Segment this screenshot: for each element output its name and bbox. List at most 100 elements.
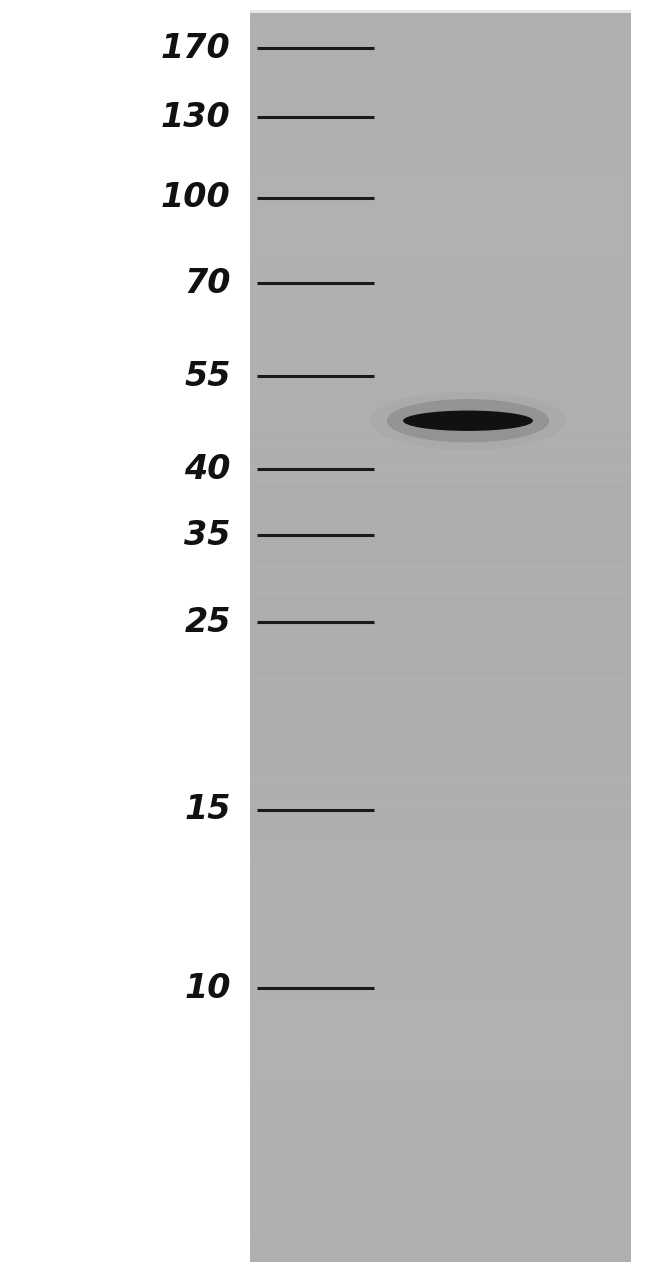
Bar [250, 110, 630, 125]
Bar [250, 510, 630, 525]
Bar [250, 773, 630, 788]
Bar [250, 273, 630, 288]
Bar [250, 1047, 630, 1062]
Bar [250, 760, 630, 775]
Text: 10: 10 [184, 972, 231, 1005]
Bar [250, 723, 630, 737]
Bar [250, 435, 630, 450]
Text: 100: 100 [161, 181, 231, 214]
Bar [250, 210, 630, 226]
Ellipse shape [403, 411, 533, 431]
Bar [250, 497, 630, 513]
Bar [250, 585, 630, 601]
Bar [250, 848, 630, 862]
Bar [250, 484, 630, 500]
Bar [250, 734, 630, 750]
Bar [250, 910, 630, 924]
Ellipse shape [370, 391, 566, 450]
Bar [250, 935, 630, 950]
Bar [250, 1172, 630, 1187]
Bar [250, 947, 630, 963]
Bar [250, 122, 630, 138]
Ellipse shape [387, 399, 549, 442]
Bar [250, 997, 630, 1012]
Bar [250, 822, 630, 838]
Text: 40: 40 [184, 453, 231, 486]
Bar [250, 1122, 630, 1137]
Bar [250, 286, 630, 300]
Bar [250, 572, 630, 588]
Bar [250, 1247, 630, 1262]
Bar [250, 335, 630, 351]
Bar [250, 360, 630, 375]
Bar [250, 1148, 630, 1163]
Bar [250, 1234, 630, 1250]
Bar [250, 598, 630, 612]
Bar [250, 1023, 630, 1038]
Bar [250, 835, 630, 850]
Bar [250, 148, 630, 163]
Bar [250, 135, 630, 150]
Text: 70: 70 [184, 266, 231, 300]
Bar [250, 922, 630, 937]
Bar [250, 547, 630, 562]
Bar [250, 198, 630, 213]
Bar [250, 1135, 630, 1150]
Bar [250, 885, 630, 900]
Text: 130: 130 [161, 101, 231, 134]
Bar [250, 1060, 630, 1075]
Bar [250, 348, 630, 362]
Bar [250, 1197, 630, 1213]
Bar [250, 411, 630, 425]
Bar [250, 323, 630, 338]
Bar [250, 697, 630, 713]
Bar [250, 523, 630, 538]
Bar [250, 60, 630, 75]
Bar [250, 460, 630, 476]
Bar [250, 648, 630, 663]
Bar [250, 1035, 630, 1049]
Bar [250, 710, 630, 725]
Bar [250, 560, 630, 575]
Bar [250, 1010, 630, 1025]
Bar [250, 797, 630, 812]
Bar [250, 635, 630, 650]
Text: 15: 15 [184, 793, 231, 826]
Bar [250, 984, 630, 1000]
Bar [250, 185, 630, 200]
Bar [250, 23, 630, 38]
Bar [250, 47, 630, 62]
Bar [250, 235, 630, 250]
Bar [250, 1109, 630, 1125]
Bar [250, 172, 630, 187]
Bar [250, 672, 630, 687]
Bar [250, 785, 630, 799]
Bar [250, 385, 630, 400]
Bar [250, 223, 630, 237]
Bar [250, 859, 630, 875]
Bar [250, 85, 630, 101]
Bar [250, 536, 630, 550]
Bar [250, 73, 630, 88]
Bar [250, 473, 630, 487]
Bar [250, 297, 630, 312]
Text: 35: 35 [184, 519, 231, 552]
Bar [250, 1223, 630, 1237]
Text: 25: 25 [184, 606, 231, 639]
Text: 170: 170 [161, 32, 231, 65]
Bar [250, 660, 630, 674]
Bar [250, 1160, 630, 1174]
Bar [250, 1072, 630, 1088]
Bar [250, 1098, 630, 1112]
Bar [250, 609, 630, 625]
Bar [250, 747, 630, 762]
Bar [250, 422, 630, 437]
Bar [250, 13, 630, 1262]
Bar [250, 310, 630, 325]
Bar [250, 960, 630, 975]
Bar [250, 372, 630, 388]
Bar [250, 10, 630, 26]
Text: 55: 55 [184, 360, 231, 393]
Bar [250, 810, 630, 825]
Bar [250, 1184, 630, 1200]
